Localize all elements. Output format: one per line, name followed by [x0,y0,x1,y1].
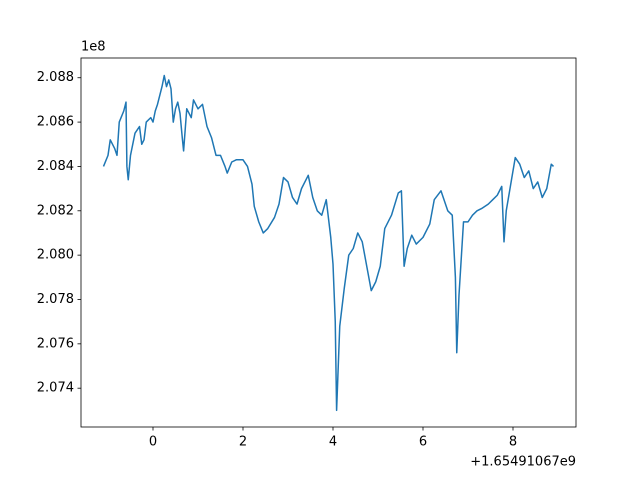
plot-frame [80,57,577,428]
x-tick-label: 8 [509,435,517,450]
x-tick-label: 4 [329,435,337,450]
y-tick-label: 2.088 [37,70,74,85]
y-tick-label: 2.080 [37,248,74,263]
y-tick-label: 2.084 [37,159,74,174]
y-tick-label: 2.074 [37,381,74,396]
x-tick-label: 2 [239,435,247,450]
data-line [102,74,555,412]
y-tick-label: 2.082 [37,203,74,218]
x-offset-label: +1.65491067e9 [470,455,576,470]
y-tick-label: 2.078 [37,292,74,307]
y-tick-label: 2.086 [37,115,74,130]
x-tick-label: 0 [149,435,157,450]
y-offset-label: 1e8 [81,40,106,55]
y-tick-label: 2.076 [37,336,74,351]
x-tick-label: 6 [419,435,427,450]
